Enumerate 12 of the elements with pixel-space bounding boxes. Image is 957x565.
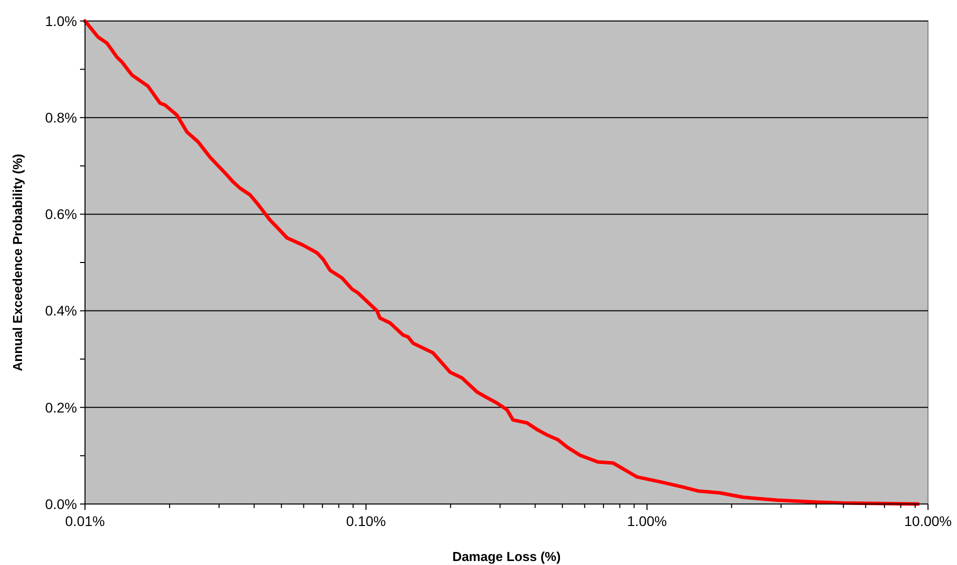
x-tick-label: 0.10% bbox=[346, 513, 386, 529]
y-tick-label: 0.2% bbox=[45, 399, 77, 416]
y-tick-label: 0.0% bbox=[45, 496, 77, 512]
y-tick-label: 0.8% bbox=[45, 110, 77, 126]
x-tick-label: 0.01% bbox=[65, 513, 105, 529]
x-axis-title: Damage Loss (%) bbox=[452, 549, 561, 564]
x-tick-label: 10.00% bbox=[904, 513, 952, 529]
y-axis-title: Annual Exceedence Probability (%) bbox=[10, 154, 25, 372]
y-tick-label: 1.0% bbox=[45, 12, 77, 29]
x-tick-label: 1.00% bbox=[627, 513, 667, 529]
y-tick-label: 0.6% bbox=[45, 206, 77, 222]
y-tick-label: 0.4% bbox=[45, 302, 77, 319]
